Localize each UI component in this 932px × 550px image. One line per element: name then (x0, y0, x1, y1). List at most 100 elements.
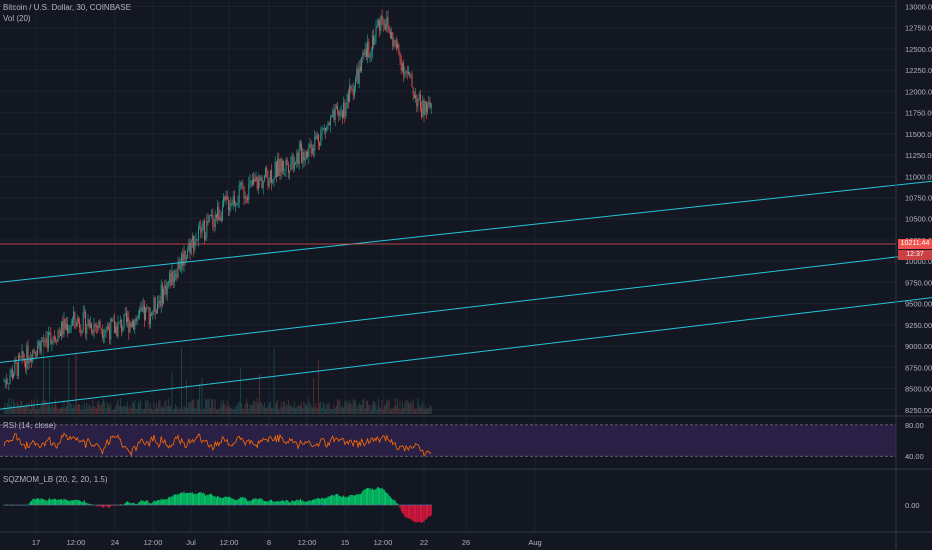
trendlines[interactable] (0, 0, 932, 414)
candle-body (233, 196, 235, 205)
squeeze-dot (340, 504, 342, 506)
candle-body (283, 161, 285, 170)
sqz-label[interactable]: SQZMOM_LB (20, 2, 20, 1.5) (3, 475, 108, 484)
volume-bar (145, 399, 147, 414)
momentum-bar (35, 498, 37, 505)
momentum-bar (83, 500, 85, 505)
squeeze-dot (406, 504, 408, 506)
squeeze-dot (236, 504, 238, 506)
volume-bar (197, 399, 199, 414)
time-axis[interactable]: 17 12:00 24 12:00 Jul 12:00 8 12:00 15 12:00 22 26 A… (32, 538, 542, 547)
squeeze-dot (310, 504, 312, 506)
squeeze-dot (382, 504, 384, 506)
volume-bar (345, 402, 347, 414)
volume-bar (59, 408, 61, 414)
squeeze-dot (308, 504, 310, 506)
price-tick-label: 10000.00 (905, 257, 932, 266)
volume-bar (389, 409, 391, 414)
candle-body (245, 197, 247, 199)
squeeze-dot (80, 504, 82, 506)
squeeze-dot (34, 504, 36, 506)
squeeze-dot (271, 504, 273, 506)
candle-body (63, 319, 65, 335)
squeeze-dot (133, 504, 135, 506)
candle-body (272, 179, 274, 183)
squeeze-dot (296, 504, 298, 506)
squeeze-dot (183, 504, 185, 506)
momentum-bar (46, 500, 48, 505)
momentum-bar (170, 497, 172, 505)
squeeze-dot (71, 504, 73, 506)
volume-bar (151, 408, 153, 414)
volume-bar (61, 406, 63, 414)
momentum-bar (411, 505, 413, 521)
volume-bar (321, 407, 323, 414)
volume-bar (146, 401, 148, 414)
volume-bar (393, 406, 395, 414)
volume-label[interactable]: Vol (20) (3, 14, 31, 23)
candle-body (343, 102, 345, 118)
volume-bar (230, 408, 232, 414)
volume-bar (159, 398, 161, 414)
squeeze-dot (267, 504, 269, 506)
volume-bar (70, 403, 72, 414)
candle-body (261, 177, 263, 189)
squeeze-dot (50, 504, 52, 506)
candle-body (119, 320, 121, 322)
squeeze-dot (165, 504, 167, 506)
momentum-bar (389, 496, 391, 505)
squeeze-dot (179, 504, 181, 506)
volume-bar (311, 408, 313, 414)
volume-bar (291, 406, 293, 414)
momentum-bar (155, 501, 157, 505)
candle-body (208, 215, 210, 223)
candle-body (317, 134, 319, 143)
squeeze-dot (392, 504, 394, 506)
volume-bar (355, 400, 357, 414)
candle-body (173, 276, 175, 283)
candle-body (295, 163, 297, 165)
candle-body (349, 85, 351, 102)
squeeze-dot (422, 504, 424, 506)
squeeze-dot (61, 504, 63, 506)
symbol-title[interactable]: Bitcoin / U.S. Dollar, 30, COINBASE (3, 3, 132, 12)
squeeze-dot (412, 504, 414, 506)
candle-body (31, 358, 33, 362)
volume-bar (8, 398, 10, 414)
momentum-bar (326, 497, 328, 505)
squeeze-dot (148, 504, 150, 506)
momentum-bar (254, 498, 256, 505)
momentum-bar (33, 498, 35, 505)
momentum-bar (69, 501, 71, 505)
volume-bar (196, 399, 198, 414)
momentum-bar (188, 492, 190, 505)
momentum-bar (211, 494, 213, 505)
momentum-bar (323, 498, 325, 505)
candle-body (202, 220, 204, 230)
volume-bar (297, 404, 299, 414)
candle-body (369, 54, 371, 58)
rsi-tick-label: 40.00 (905, 452, 924, 461)
squeeze-dot (273, 504, 275, 506)
rsi-label[interactable]: RSI (14, close) (3, 421, 56, 430)
momentum-bar (284, 501, 286, 505)
momentum-bar (236, 499, 238, 505)
volume-bar (404, 403, 406, 414)
momentum-bar (299, 498, 301, 505)
momentum-bar (147, 501, 149, 505)
candle-body (163, 289, 165, 304)
squeeze-dot (353, 504, 355, 506)
squeeze-dot (98, 504, 100, 506)
squeeze-dot (39, 504, 41, 506)
candle-body (177, 261, 179, 278)
volume-bar (111, 409, 113, 414)
squeeze-dot (89, 504, 91, 506)
squeeze-dot (386, 504, 388, 506)
bar-countdown-tag: 12:37 (898, 250, 932, 260)
momentum-bar (44, 499, 46, 505)
momentum-bar (283, 500, 285, 505)
volume-bar (227, 406, 229, 414)
candle-body (285, 159, 287, 170)
momentum-bar (190, 492, 192, 505)
